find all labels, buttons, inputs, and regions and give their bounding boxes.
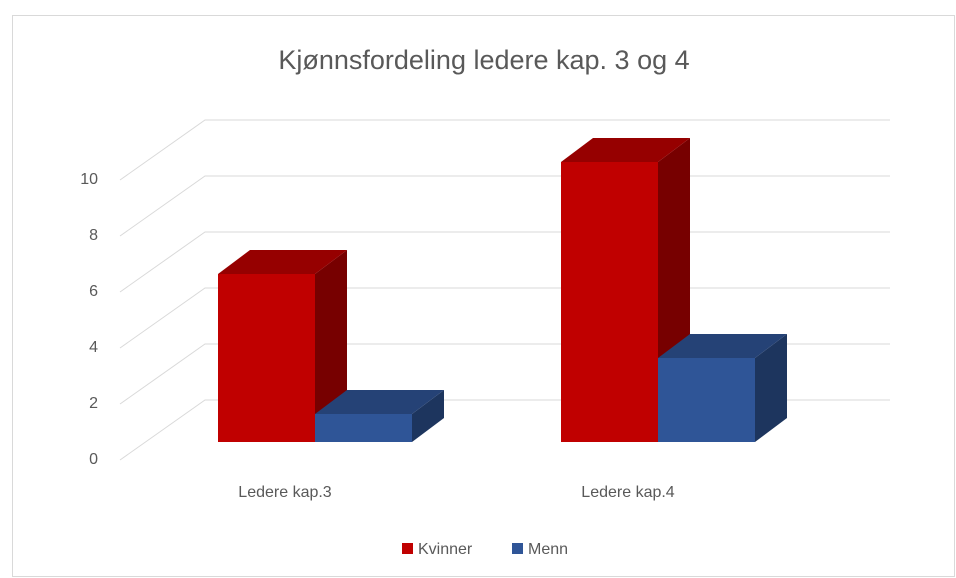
y-tick-label: 10 — [80, 171, 98, 188]
bar-top — [315, 390, 444, 414]
y-tick-label: 6 — [89, 283, 98, 300]
bar-top — [218, 250, 347, 274]
bar-side — [412, 390, 444, 442]
bar-top — [561, 138, 690, 162]
legend-swatch — [402, 543, 413, 554]
bar — [218, 250, 347, 442]
x-tick-label: Ledere kap.3 — [238, 484, 332, 501]
bar — [315, 390, 444, 442]
x-tick-label: Ledere kap.4 — [581, 484, 675, 501]
bar-front — [658, 358, 755, 442]
bar — [658, 334, 787, 442]
y-tick-label: 2 — [89, 395, 98, 412]
y-tick-label: 4 — [89, 339, 98, 356]
bar-front — [315, 414, 412, 442]
bar-top — [658, 334, 787, 358]
bar-front — [218, 274, 315, 442]
chart-border — [12, 15, 955, 577]
bar-front — [561, 162, 658, 442]
grid-line — [119, 119, 890, 181]
bar-side — [755, 334, 787, 442]
bar-side — [315, 250, 347, 442]
y-tick-label: 8 — [89, 227, 98, 244]
bar — [561, 138, 690, 442]
legend-label: Kvinner — [418, 541, 473, 558]
y-tick-label: 0 — [89, 451, 98, 468]
legend-swatch — [512, 543, 523, 554]
chart-title: Kjønnsfordeling ledere kap. 3 og 4 — [278, 45, 689, 75]
legend-label: Menn — [528, 541, 568, 558]
